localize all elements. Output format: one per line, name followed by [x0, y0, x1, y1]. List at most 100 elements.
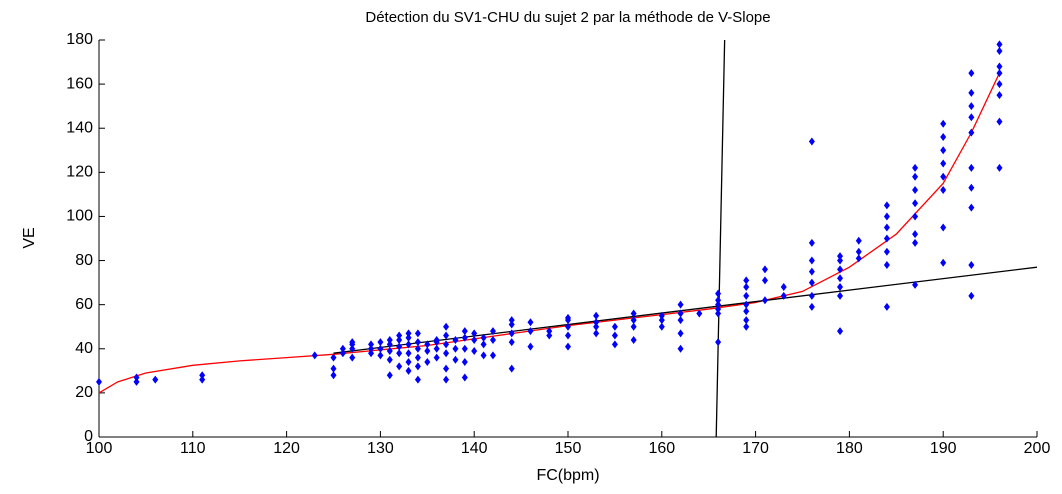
data-point	[433, 335, 440, 344]
data-point	[593, 329, 600, 338]
data-point	[461, 333, 468, 342]
x-tick-label: 110	[180, 440, 206, 457]
data-point	[630, 322, 637, 331]
data-point	[565, 342, 571, 351]
data-point	[414, 344, 421, 353]
x-tick-label: 130	[367, 440, 394, 457]
data-point	[443, 364, 450, 373]
data-point	[414, 353, 421, 362]
data-point	[405, 366, 412, 375]
data-point	[508, 320, 515, 329]
data-point	[339, 349, 346, 358]
data-point	[405, 329, 412, 338]
data-point	[396, 342, 403, 351]
data-point	[96, 377, 102, 386]
data-point	[368, 344, 375, 353]
data-point	[593, 322, 600, 331]
data-point	[443, 322, 450, 331]
data-point	[780, 291, 787, 300]
data-point	[743, 307, 750, 316]
data-point	[424, 346, 431, 355]
data-point	[471, 329, 478, 338]
data-point	[199, 371, 206, 380]
data-point	[489, 327, 496, 336]
x-axis-label: FC(bpm)	[536, 467, 599, 484]
data-point	[330, 353, 337, 362]
data-point	[715, 309, 722, 318]
data-point	[940, 119, 947, 128]
y-tick-label: 100	[66, 208, 93, 225]
data-point	[883, 302, 890, 311]
data-point	[940, 223, 947, 232]
data-point	[452, 335, 459, 344]
data-point	[968, 183, 975, 192]
data-point	[199, 375, 206, 384]
data-point	[386, 355, 393, 364]
data-point	[396, 335, 403, 344]
data-point	[940, 258, 947, 267]
data-point	[940, 133, 947, 142]
data-point	[471, 346, 478, 355]
data-point	[808, 137, 815, 146]
data-point	[414, 329, 421, 338]
x-tick-label: 150	[555, 440, 582, 457]
x-tick-label: 120	[273, 440, 300, 457]
data-point	[443, 375, 450, 384]
data-point	[405, 333, 412, 342]
data-point	[489, 351, 496, 360]
data-point	[837, 274, 844, 283]
data-point	[593, 311, 600, 320]
data-point	[546, 331, 553, 340]
y-axis-label: VE	[21, 227, 38, 248]
data-point	[658, 316, 665, 325]
data-point	[133, 377, 140, 386]
data-point	[414, 338, 421, 347]
data-point	[377, 351, 384, 360]
data-point	[968, 163, 975, 172]
data-point	[396, 349, 403, 358]
data-point	[883, 212, 890, 221]
data-point	[443, 349, 450, 358]
data-point	[996, 117, 1003, 126]
data-point	[527, 327, 534, 336]
data-point	[433, 353, 440, 362]
data-point	[912, 230, 919, 239]
x-tick-label: 180	[836, 440, 863, 457]
data-point	[377, 338, 384, 347]
data-point	[883, 201, 890, 210]
data-point	[386, 346, 393, 355]
y-tick-label: 140	[66, 119, 93, 136]
data-point	[565, 331, 571, 340]
y-tick-label: 180	[66, 31, 93, 48]
data-point	[968, 69, 975, 78]
data-point	[912, 172, 919, 181]
data-point	[433, 344, 440, 353]
data-point	[715, 338, 722, 347]
data-point	[780, 283, 787, 292]
line	[715, 39, 726, 438]
data-point	[414, 362, 421, 371]
data-point	[424, 358, 431, 367]
data-point	[677, 344, 684, 353]
data-point	[461, 327, 468, 336]
data-point	[443, 340, 450, 349]
x-tick-label: 190	[930, 440, 957, 457]
data-point	[527, 318, 534, 327]
data-point	[968, 102, 975, 111]
data-point	[996, 80, 1003, 89]
y-tick-label: 40	[75, 340, 93, 357]
data-point	[630, 316, 637, 325]
data-point	[508, 329, 515, 338]
data-point	[611, 322, 618, 331]
data-point	[968, 113, 975, 122]
chart-title: Détection du SV1-CHU du sujet 2 par la m…	[365, 9, 770, 26]
line	[333, 266, 1038, 354]
data-point	[330, 371, 337, 380]
data-point	[508, 338, 515, 347]
data-point	[855, 247, 862, 256]
data-point	[368, 349, 375, 358]
y-tick-label: 60	[75, 296, 93, 313]
data-point	[996, 69, 1003, 78]
data-point	[743, 291, 750, 300]
